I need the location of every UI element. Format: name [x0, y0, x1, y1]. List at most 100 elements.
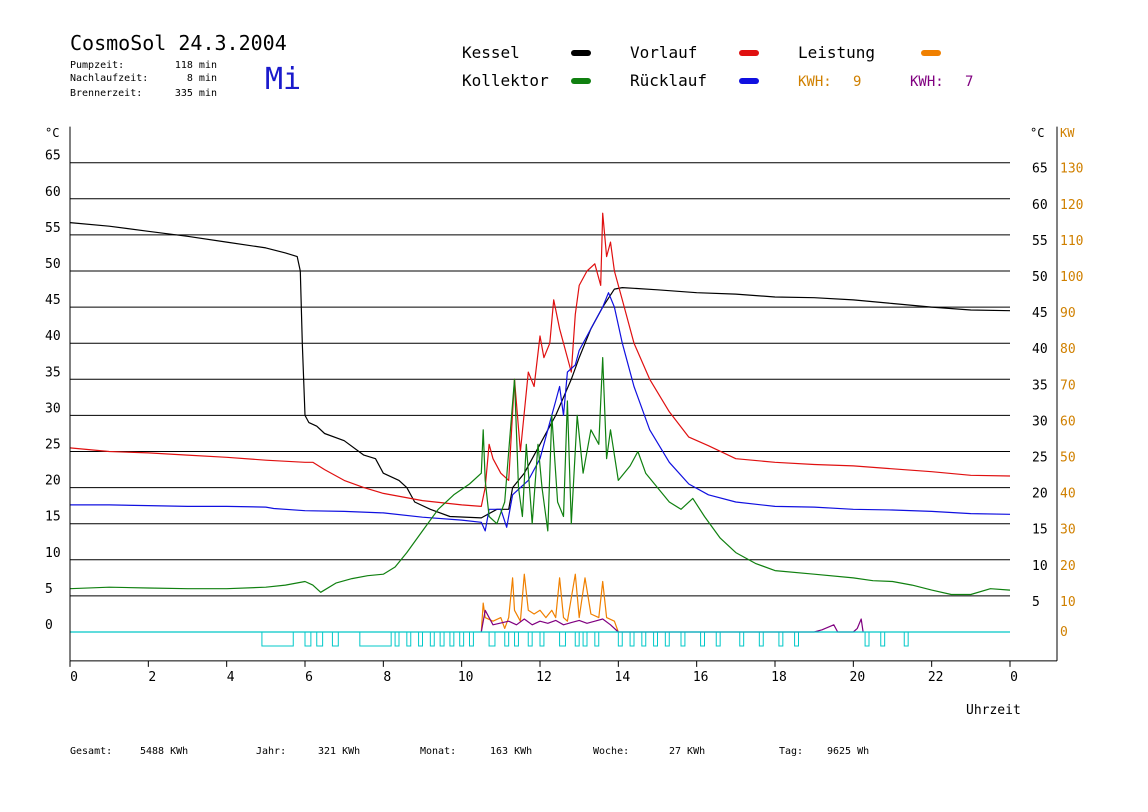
- y-tick-label-left: 0: [45, 618, 53, 633]
- y2-tick-label: 0: [1060, 625, 1068, 640]
- pump-interval: [758, 631, 764, 647]
- axes: [69, 126, 1058, 662]
- grid: [70, 162, 1010, 597]
- pump-interval: [418, 631, 424, 647]
- x-tick-label: 16: [693, 670, 709, 685]
- pump-interval: [539, 631, 545, 647]
- y2-tick-label: 50: [1060, 451, 1076, 466]
- y-tick-label-left: 45: [45, 293, 61, 308]
- pump-interval: [903, 631, 909, 647]
- pump-interval: [778, 631, 784, 647]
- y-tick-label-right: 40: [1032, 342, 1048, 357]
- footer-label: Tag:: [779, 746, 803, 757]
- pump-interval: [739, 631, 745, 647]
- pump-interval: [653, 631, 658, 647]
- y2-tick-label: 20: [1060, 559, 1076, 574]
- pump-interval: [629, 631, 635, 647]
- legend-swatch-kessel: [571, 50, 591, 56]
- series-line: [480, 573, 619, 633]
- pump-interval: [316, 631, 324, 647]
- y2-tick-label: 90: [1060, 306, 1076, 321]
- pump-interval: [680, 631, 686, 647]
- y-axis-label-right: °C: [1030, 126, 1044, 140]
- pump-interval: [715, 631, 721, 647]
- y-tick-label-left: 20: [45, 474, 61, 489]
- kwh-label: KWH:: [910, 74, 944, 90]
- weekday-label: Mi: [265, 62, 301, 97]
- y2-tick-label: 30: [1060, 523, 1076, 538]
- pump-interval: [664, 631, 670, 647]
- y-tick-label-left: 25: [45, 438, 61, 453]
- legend-label-leistung: Leistung: [798, 43, 875, 62]
- footer-totals: Gesamt: 5488 KWh Jahr: 321 KWh Monat: 16…: [70, 746, 869, 757]
- y2-tick-label: 120: [1060, 198, 1083, 213]
- y-tick-label-left: 15: [45, 510, 61, 525]
- pump-interval: [459, 631, 465, 647]
- legend-swatch-ruecklauf: [739, 78, 759, 84]
- y2-tick-label: 130: [1060, 162, 1083, 177]
- kwh-value: 9: [853, 74, 861, 90]
- y-tick-label-left: 40: [45, 329, 61, 344]
- y-tick-label-left: 10: [45, 546, 61, 561]
- y-tick-label-right: 60: [1032, 198, 1048, 213]
- kwh-value: 7: [965, 74, 973, 90]
- x-tick-label: 10: [458, 670, 474, 685]
- pump-interval: [304, 631, 312, 647]
- x-tick-label: 22: [928, 670, 944, 685]
- y-tick-label-right: 15: [1032, 523, 1048, 538]
- y-tick-label-right: 30: [1032, 414, 1048, 429]
- series-line: [480, 609, 864, 633]
- pump-interval: [406, 631, 412, 647]
- series-line: [69, 222, 1011, 519]
- y-tick-label-right: 55: [1032, 234, 1048, 249]
- legend-label-vorlauf: Vorlauf: [630, 43, 697, 62]
- y-tick-label-left: 35: [45, 365, 61, 380]
- footer-value: 27 KWh: [669, 746, 705, 757]
- pump-interval: [469, 631, 474, 647]
- footer-label: Monat:: [420, 746, 456, 757]
- x-tick-label: 8: [383, 670, 391, 685]
- footer-label: Jahr:: [256, 746, 286, 757]
- stat-label: Brennerzeit:: [70, 88, 142, 99]
- y-tick-label-right: 10: [1032, 559, 1048, 574]
- stats: Pumpzeit: 118 min Nachlaufzeit: 8 min Br…: [70, 60, 217, 99]
- y-tick-label-left: 65: [45, 149, 61, 164]
- series-line: [69, 212, 1011, 507]
- pump-intervals: [261, 631, 909, 647]
- stat-value: 118 min: [175, 60, 217, 71]
- stat-label: Nachlaufzeit:: [70, 73, 148, 84]
- pump-interval: [331, 631, 339, 647]
- y-tick-label-left: 5: [45, 582, 53, 597]
- legend-swatch-leistung: [921, 50, 941, 56]
- pump-interval: [700, 631, 705, 647]
- pump-interval: [429, 631, 435, 647]
- x-tick-label: 0: [70, 670, 78, 685]
- series-lines: [69, 212, 1011, 633]
- y-tick-label-right: 5: [1032, 595, 1040, 610]
- pump-interval: [527, 631, 533, 647]
- pump-interval: [488, 631, 496, 647]
- pump-interval: [449, 631, 455, 647]
- x-tick-label: 2: [148, 670, 156, 685]
- pump-interval: [794, 631, 799, 647]
- y2-tick-label: 10: [1060, 595, 1076, 610]
- x-axis-label: Uhrzeit: [966, 703, 1021, 718]
- y-tick-label-right: 50: [1032, 270, 1048, 285]
- legend-label-kessel: Kessel: [462, 43, 520, 62]
- x-tick-label: 20: [850, 670, 866, 685]
- pump-interval: [880, 631, 886, 647]
- series-line: [70, 292, 1011, 532]
- chart-title: CosmoSol 24.3.2004: [70, 31, 287, 55]
- footer-value: 321 KWh: [318, 746, 360, 757]
- y-tick-label-left: 60: [45, 185, 61, 200]
- footer-label: Woche:: [593, 746, 629, 757]
- series-line: [69, 357, 1011, 596]
- pump-interval: [582, 631, 588, 647]
- y2-tick-label: 80: [1060, 342, 1076, 357]
- y-tick-label-right: 35: [1032, 378, 1048, 393]
- footer-value: 163 KWh: [490, 746, 532, 757]
- y-tick-label-right: 20: [1032, 487, 1048, 502]
- pump-interval: [261, 631, 294, 647]
- pump-interval: [594, 631, 600, 647]
